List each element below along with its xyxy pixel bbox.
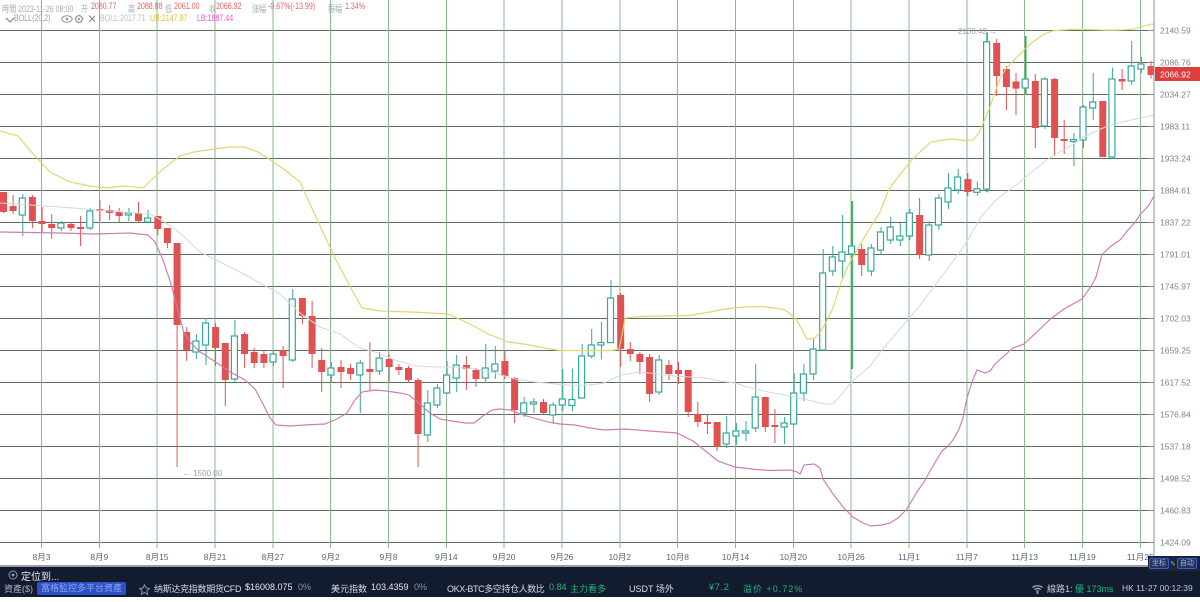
svg-text:2034.27: 2034.27 — [1160, 90, 1191, 100]
svg-text:10月26: 10月26 — [837, 552, 865, 562]
svg-text:10月8: 10月8 — [666, 552, 689, 562]
svg-text:1791.01: 1791.01 — [1160, 250, 1191, 260]
svg-text:1576.84: 1576.84 — [1160, 410, 1191, 420]
svg-text:8月9: 8月9 — [90, 552, 108, 562]
svg-text:1702.03: 1702.03 — [1160, 314, 1191, 324]
svg-text:11月7: 11月7 — [956, 552, 978, 562]
svg-text:1460.83: 1460.83 — [1160, 506, 1191, 516]
svg-text:8月27: 8月27 — [261, 552, 284, 562]
svg-text:9月26: 9月26 — [551, 552, 574, 562]
svg-text:1537.18: 1537.18 — [1160, 442, 1191, 452]
svg-text:1617.52: 1617.52 — [1160, 378, 1191, 388]
svg-text:2086.76: 2086.76 — [1160, 58, 1191, 68]
svg-text:9月2: 9月2 — [322, 552, 340, 562]
svg-text:11月25: 11月25 — [1127, 552, 1154, 562]
svg-text:1884.61: 1884.61 — [1160, 186, 1191, 196]
svg-text:2140.59: 2140.59 — [1160, 26, 1191, 36]
svg-text:10月2: 10月2 — [608, 552, 631, 562]
svg-text:11月13: 11月13 — [1011, 552, 1038, 562]
svg-text:1745.97: 1745.97 — [1160, 282, 1191, 292]
svg-text:9月20: 9月20 — [493, 552, 516, 562]
svg-text:8月15: 8月15 — [146, 552, 169, 562]
svg-text:11月19: 11月19 — [1069, 552, 1096, 562]
svg-text:8月21: 8月21 — [204, 552, 227, 562]
svg-text:9月8: 9月8 — [380, 552, 398, 562]
svg-text:10月14: 10月14 — [722, 552, 750, 562]
svg-text:1498.52: 1498.52 — [1160, 474, 1191, 484]
svg-text:10月20: 10月20 — [780, 552, 808, 562]
svg-text:11月1: 11月1 — [898, 552, 920, 562]
svg-text:1983.11: 1983.11 — [1160, 122, 1190, 132]
svg-text:1837.22: 1837.22 — [1160, 218, 1191, 228]
svg-text:2066.92: 2066.92 — [1160, 70, 1191, 80]
svg-text:8月3: 8月3 — [33, 552, 51, 562]
svg-text:2130.42 →: 2130.42 → — [958, 27, 997, 36]
svg-text:9月14: 9月14 — [435, 552, 458, 562]
svg-text:1933.24: 1933.24 — [1160, 154, 1191, 164]
svg-text:1659.25: 1659.25 — [1160, 346, 1191, 356]
svg-text:← 1500.00: ← 1500.00 — [183, 469, 223, 478]
svg-text:1424.09: 1424.09 — [1160, 538, 1191, 548]
